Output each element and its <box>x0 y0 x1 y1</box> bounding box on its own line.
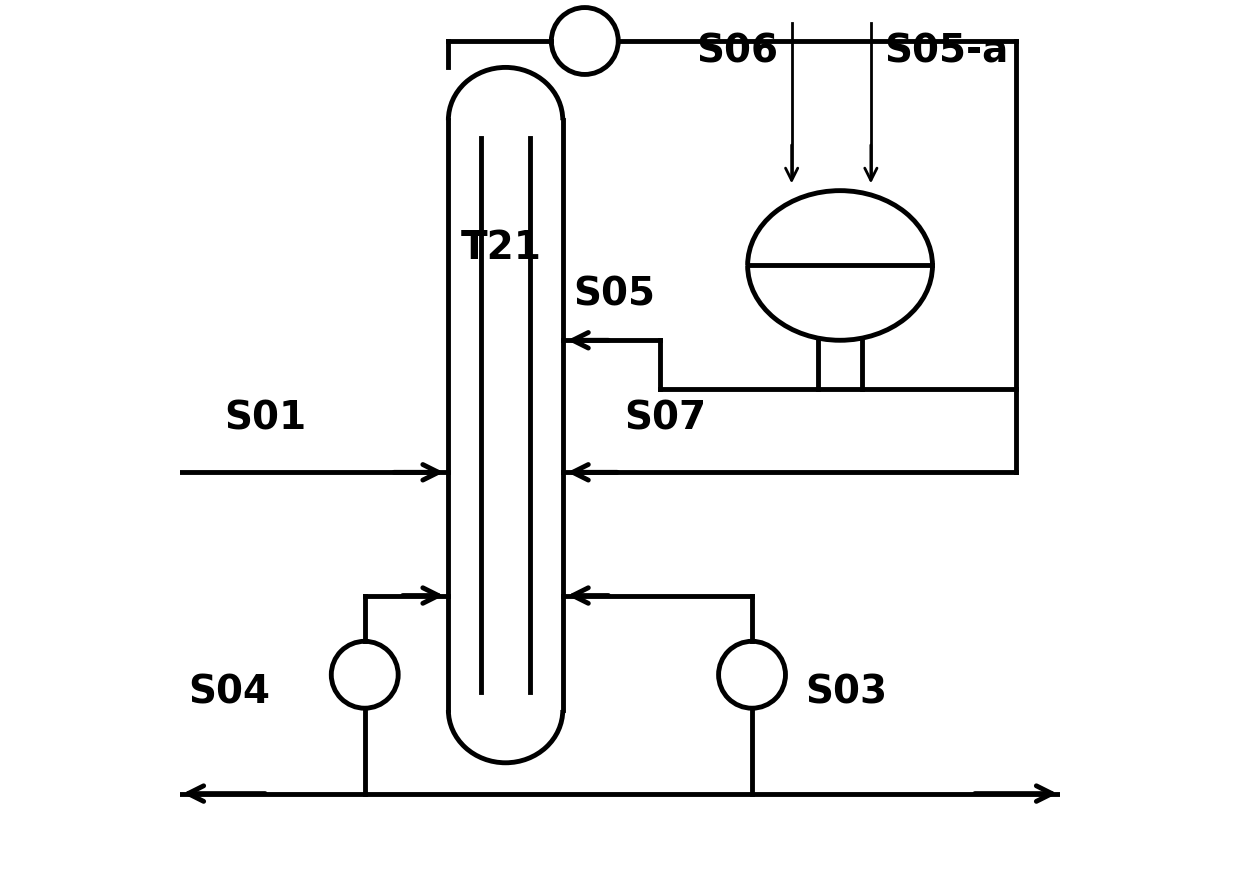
Text: S05: S05 <box>573 275 655 313</box>
Text: S03: S03 <box>805 674 887 712</box>
Text: S06: S06 <box>697 32 779 70</box>
Text: S05-a: S05-a <box>884 32 1008 70</box>
Text: S04: S04 <box>188 674 270 712</box>
Text: S01: S01 <box>224 399 306 437</box>
Text: T21: T21 <box>461 229 542 267</box>
Text: S07: S07 <box>625 399 707 437</box>
